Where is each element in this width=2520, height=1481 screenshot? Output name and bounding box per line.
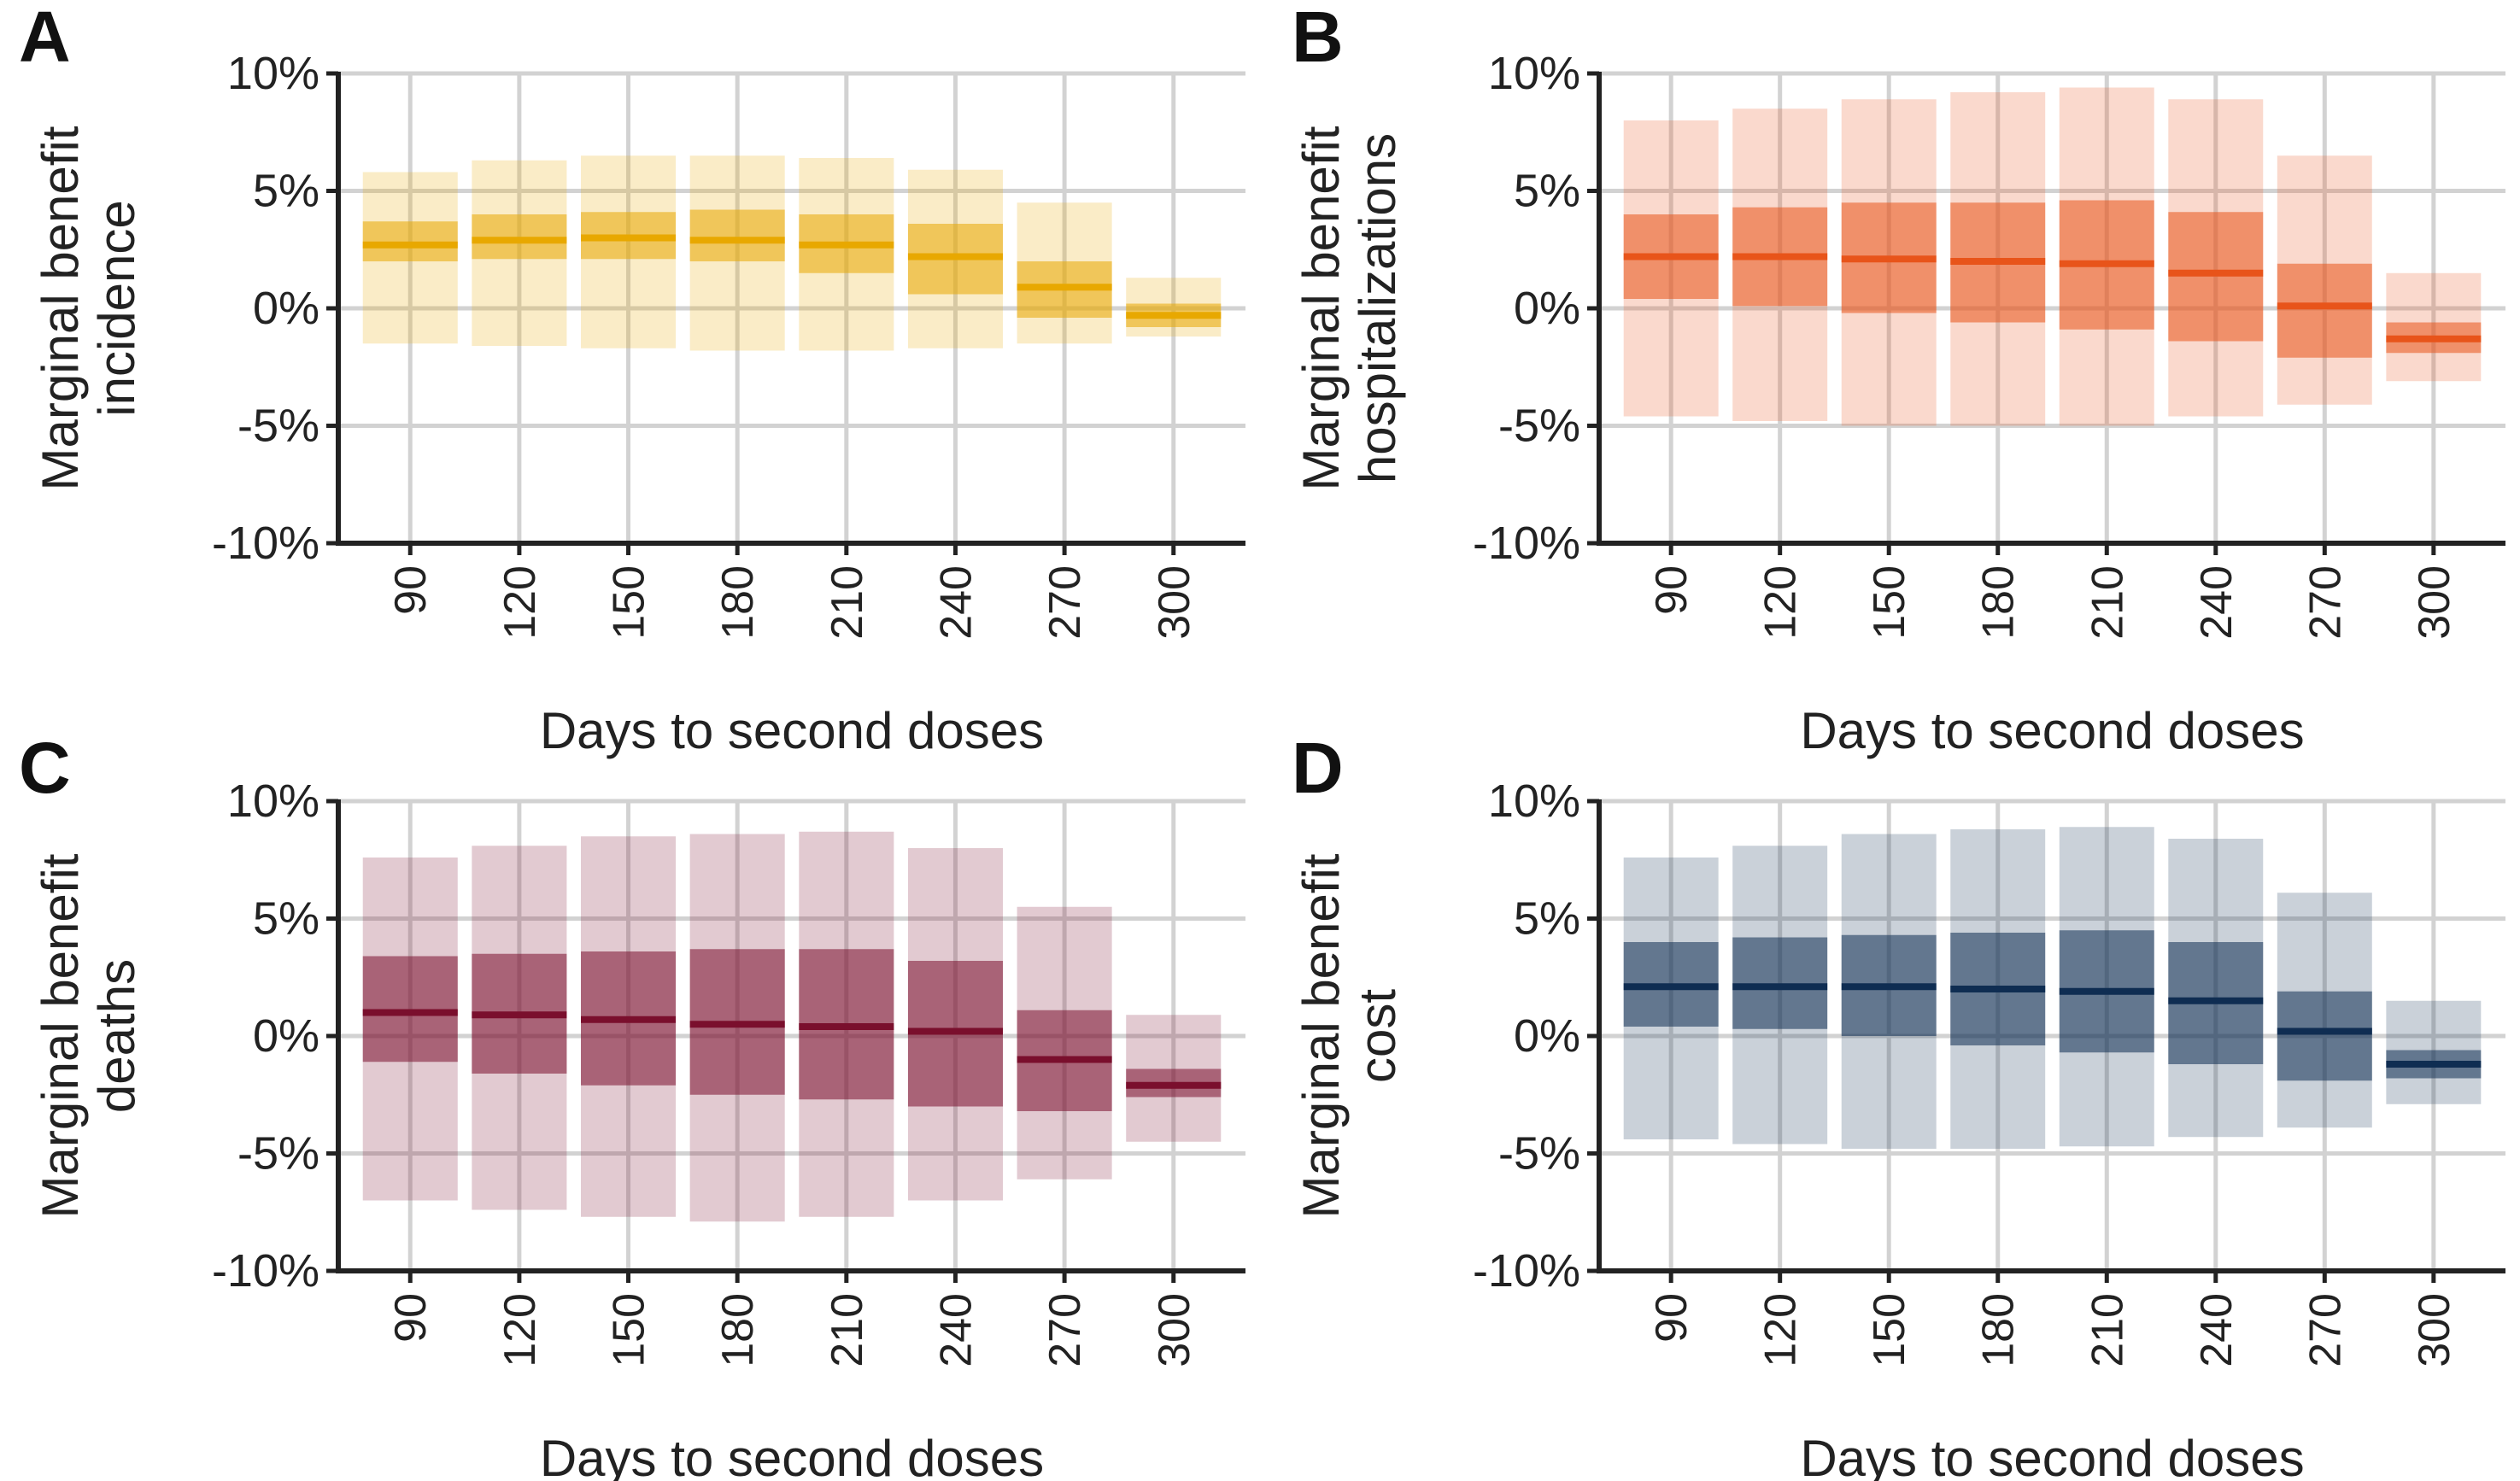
x-tick-label: 210 [823,1293,872,1367]
x-tick-label: 90 [386,1293,436,1343]
inner-interval-bar [2277,263,2372,358]
panel-label: D [1292,728,1344,808]
x-tick-label: 120 [495,1293,545,1367]
x-tick-label: 210 [2083,565,2132,640]
inner-interval-bar [472,214,567,260]
y-tick-label: 5% [253,166,319,217]
y-tick-label: -10% [212,1245,319,1297]
panel-b: 10% 5% 0% -5% -10% 90 120 150 180 210 240 270 300 Day… [1292,0,2505,759]
x-axis-label: Days to second doses [540,1430,1044,1481]
inner-interval-bar [689,209,785,261]
y-tick-label: -10% [1473,1245,1580,1297]
inner-interval-bar [2168,212,2264,342]
y-tick-label: 5% [1514,893,1580,945]
x-tick-label: 150 [605,565,654,640]
inner-interval-bar [362,956,458,1062]
x-tick-label: 180 [1974,565,2024,640]
y-tick-label: -5% [1498,1128,1580,1180]
x-tick-label: 120 [1756,1293,1806,1367]
x-tick-label: 120 [495,565,545,640]
y-tick-label: -5% [237,1128,319,1180]
x-tick-label: 270 [2300,1293,2350,1367]
y-tick-label: 10% [227,48,319,99]
y-tick-label: 0% [253,1010,319,1062]
x-tick-label: 300 [2410,1293,2459,1367]
y-axis-label: Marginal benefitdeaths [32,853,145,1218]
x-tick-label: 240 [931,1293,981,1367]
x-tick-label: 180 [1974,1293,2024,1367]
panel-label: B [1292,0,1344,77]
inner-interval-bar [362,221,458,261]
y-tick-label: 0% [1514,283,1580,334]
y-tick-label: -10% [1473,518,1580,569]
x-tick-label: 90 [386,565,436,615]
y-tick-label: 0% [253,283,319,334]
y-tick-label: 10% [1488,776,1580,827]
x-tick-label: 150 [605,1293,654,1367]
inner-interval-bar [2277,991,2372,1081]
y-axis-label: Marginal benefithospitalizations [1292,126,1406,490]
x-tick-label: 90 [1647,1293,1697,1343]
panel-c: 10% 5% 0% -5% -10% 90 120 150 180 210 240 270 300 Day… [19,728,1245,1481]
x-axis-label: Days to second doses [1800,1430,2304,1481]
y-tick-label: -5% [237,401,319,452]
x-tick-label: 120 [1756,565,1806,640]
panel-a: 10% 5% 0% -5% -10% 90 120 150 180 210 240 270 300 Day… [19,0,1245,759]
x-tick-label: 300 [1150,565,1199,640]
y-tick-label: 10% [1488,48,1580,99]
y-axis-label: Marginal benefitcost [1292,853,1406,1218]
y-tick-label: 5% [1514,166,1580,217]
x-tick-label: 300 [2410,565,2459,640]
x-axis-label: Days to second doses [540,702,1044,759]
x-tick-label: 270 [1040,565,1090,640]
inner-interval-bar [1732,937,1828,1029]
x-tick-label: 210 [823,565,872,640]
x-tick-label: 240 [931,565,981,640]
x-tick-label: 300 [1150,1293,1199,1367]
x-tick-label: 180 [713,565,763,640]
x-tick-label: 240 [2192,565,2242,640]
y-tick-label: 0% [1514,1010,1580,1062]
x-tick-label: 210 [2083,1293,2132,1367]
x-tick-label: 270 [1040,1293,1090,1367]
y-tick-label: -5% [1498,401,1580,452]
panel-d: 10% 5% 0% -5% -10% 90 120 150 180 210 240 270 300 Day… [1292,728,2505,1481]
x-tick-label: 150 [1865,1293,1914,1367]
x-tick-label: 180 [713,1293,763,1367]
x-tick-label: 90 [1647,565,1697,615]
y-tick-label: 5% [253,893,319,945]
y-axis-label: Marginal benefitincidence [32,126,145,490]
x-tick-label: 150 [1865,565,1914,640]
x-tick-label: 240 [2192,1293,2242,1367]
y-tick-label: 10% [227,776,319,827]
panel-label: A [19,0,71,77]
x-axis-label: Days to second doses [1800,702,2304,759]
y-tick-label: -10% [212,518,319,569]
x-tick-label: 270 [2300,565,2350,640]
panel-label: C [19,728,71,808]
